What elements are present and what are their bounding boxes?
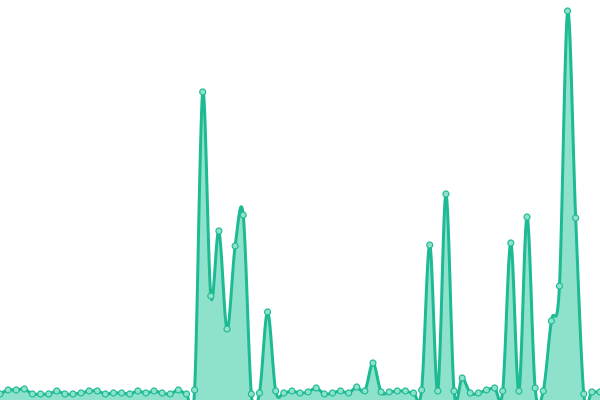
point — [418, 386, 426, 394]
point — [320, 390, 328, 398]
point — [507, 239, 515, 247]
point — [458, 374, 466, 382]
point — [4, 386, 12, 394]
point — [255, 389, 264, 397]
point — [369, 359, 377, 367]
point — [190, 386, 199, 394]
point — [580, 390, 588, 398]
point — [20, 385, 28, 393]
point — [296, 389, 304, 397]
point — [596, 388, 600, 396]
point — [434, 387, 442, 395]
point — [353, 383, 361, 391]
point — [207, 292, 215, 300]
point — [45, 390, 53, 398]
point — [393, 387, 401, 395]
point — [93, 387, 101, 395]
point — [385, 388, 393, 396]
point — [101, 390, 110, 398]
point — [563, 7, 572, 15]
point — [336, 387, 345, 395]
point — [328, 389, 337, 397]
point — [263, 308, 272, 316]
point — [28, 390, 37, 398]
point — [490, 384, 499, 392]
point — [36, 390, 45, 398]
point — [158, 389, 166, 397]
point — [555, 282, 564, 290]
point — [474, 389, 482, 397]
point — [345, 389, 353, 397]
point — [239, 211, 247, 219]
point — [304, 388, 312, 396]
point — [450, 387, 458, 395]
point — [182, 390, 191, 398]
point — [134, 387, 142, 395]
point — [109, 389, 118, 397]
point — [85, 387, 93, 395]
point — [312, 384, 320, 392]
point — [69, 390, 77, 398]
point — [588, 388, 596, 396]
point — [442, 190, 450, 198]
point — [409, 389, 418, 397]
point — [272, 387, 280, 395]
area — [0, 10, 600, 400]
point — [199, 88, 207, 96]
point — [280, 389, 288, 397]
point — [531, 384, 539, 392]
point — [166, 390, 174, 398]
point — [288, 387, 296, 395]
point — [499, 387, 507, 395]
point — [150, 387, 158, 395]
point — [215, 227, 223, 235]
point — [539, 387, 547, 395]
point — [515, 387, 523, 395]
point — [247, 390, 255, 398]
point — [174, 386, 182, 394]
point — [361, 387, 369, 395]
point — [466, 389, 474, 397]
point — [12, 386, 20, 394]
point — [377, 388, 385, 396]
point — [231, 242, 239, 250]
point — [572, 214, 580, 222]
point — [61, 390, 69, 398]
point — [0, 390, 4, 398]
point — [547, 317, 555, 325]
point — [223, 325, 231, 333]
point — [77, 389, 85, 397]
point — [142, 389, 150, 397]
point — [118, 389, 126, 397]
point — [126, 390, 134, 398]
point — [482, 386, 491, 394]
point — [523, 213, 531, 221]
point — [401, 387, 410, 395]
point — [53, 387, 61, 395]
point — [426, 241, 434, 249]
